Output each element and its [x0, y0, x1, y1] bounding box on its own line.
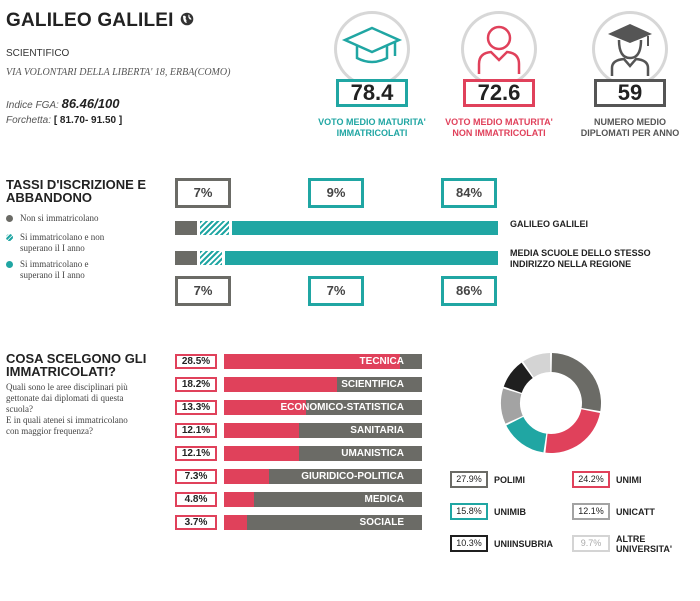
fga-range: Forchetta: [ 81.70- 91.50 ] — [6, 115, 122, 126]
category-bar: TECNICA — [224, 354, 422, 369]
school-name: GALILEO GALILEI — [6, 10, 174, 31]
category-pct: 12.1% — [175, 423, 217, 438]
pct-box-not-enrolled: 7% — [175, 178, 231, 208]
school-address: VIA VOLONTARI DELLA LIBERTA' 18, ERBA(CO… — [6, 67, 231, 78]
category-bar: SCIENTIFICA — [224, 377, 422, 392]
category-name: GIURIDICO-POLITICA — [301, 471, 404, 482]
pct-box-dropout-region: 7% — [308, 276, 364, 306]
category-bar: MEDICA — [224, 492, 422, 507]
category-bar-fill — [224, 469, 270, 484]
category-name: TECNICA — [359, 356, 404, 367]
stacked-bar-region — [175, 251, 498, 265]
pct-box-pass: 84% — [441, 178, 497, 208]
category-bar: UMANISTICA — [224, 446, 422, 461]
bar-segment-not-enrolled — [175, 221, 198, 235]
university-pct: 15.8% — [450, 503, 488, 520]
category-bar-fill — [224, 423, 299, 438]
fga-value: 86.46/100 — [61, 96, 120, 111]
category-bar: ECONOMICO-STATISTICA — [224, 400, 422, 415]
university-name: UNIMI — [616, 475, 642, 485]
category-name: SCIENTIFICA — [341, 379, 404, 390]
legend-item: Non si immatricolano — [6, 213, 99, 224]
enrollment-title: TASSI D'ISCRIZIONE E ABBANDONO — [6, 177, 147, 205]
category-bar: SANITARIA — [224, 423, 422, 438]
legend-dot — [6, 261, 13, 268]
fga-index: Indice FGA: 86.46/100 — [6, 96, 119, 111]
category-pct: 3.7% — [175, 515, 217, 530]
category-bar-fill — [224, 515, 247, 530]
donut-slice — [551, 353, 601, 412]
category-pct: 7.3% — [175, 469, 217, 484]
bar-label-school: GALILEO GALILEI — [510, 219, 588, 229]
donut-slice — [523, 353, 551, 378]
pct-box-pass-region: 86% — [441, 276, 497, 306]
university-pct: 9.7% — [572, 535, 610, 552]
bar-segment-pass — [225, 251, 498, 265]
university-pct: 27.9% — [450, 471, 488, 488]
choices-question: Quali sono le aree disciplinari più gett… — [6, 382, 128, 436]
category-bar-fill — [224, 492, 254, 507]
category-bar-fill — [224, 377, 337, 392]
stat-label: NUMERO MEDIO DIPLOMATI PER ANNO — [580, 117, 680, 138]
category-pct: 18.2% — [175, 377, 217, 392]
stat-label: VOTO MEDIO MATURITA' NON IMMATRICOLATI — [445, 117, 553, 138]
university-pct: 12.1% — [572, 503, 610, 520]
stat-value: 59 — [594, 79, 666, 107]
university-name: UNICATT — [616, 507, 655, 517]
graduate-person-icon — [608, 24, 652, 76]
legend-item: Si immatricolano e superano il I anno — [6, 259, 88, 281]
pct-box-dropout: 9% — [308, 178, 364, 208]
choices-title: COSA SCELGONO GLI IMMATRICOLATI? — [6, 351, 147, 379]
bar-segment-dropout — [200, 251, 223, 265]
category-pct: 4.8% — [175, 492, 217, 507]
bar-segment-dropout — [200, 221, 229, 235]
university-name: ALTRE UNIVERSITA' — [616, 534, 672, 554]
category-bar-fill — [224, 446, 299, 461]
fga-label: Indice FGA: — [6, 100, 59, 111]
bar-segment-not-enrolled — [175, 251, 198, 265]
donut-slice — [501, 388, 523, 424]
globe-icon[interactable] — [180, 12, 194, 26]
university-pct: 24.2% — [572, 471, 610, 488]
stat-label: VOTO MEDIO MATURITA' IMMATRICOLATI — [318, 117, 426, 138]
category-pct: 12.1% — [175, 446, 217, 461]
category-name: SOCIALE — [359, 517, 404, 528]
category-bar: GIURIDICO-POLITICA — [224, 469, 422, 484]
range-value: [ 81.70- 91.50 ] — [53, 115, 123, 126]
legend-item: Si immatricolano e non superano il I ann… — [6, 232, 104, 254]
school-type: SCIENTIFICO — [6, 48, 70, 59]
person-icon — [477, 25, 521, 74]
legend-dot — [6, 215, 13, 222]
pct-box-not-enrolled-region: 7% — [175, 276, 231, 306]
bar-segment-pass — [231, 221, 498, 235]
category-name: SANITARIA — [350, 425, 404, 436]
category-bar: SOCIALE — [224, 515, 422, 530]
bar-label-region: MEDIA SCUOLE DELLO STESSO INDIRIZZO NELLA… — [510, 248, 651, 269]
category-bar-fill — [224, 400, 307, 415]
category-pct: 28.5% — [175, 354, 217, 369]
stat-value: 72.6 — [463, 79, 535, 107]
category-pct: 13.3% — [175, 400, 217, 415]
university-donut-chart — [501, 353, 601, 453]
university-pct: 10.3% — [450, 535, 488, 552]
category-bar-fill — [224, 354, 401, 369]
university-name: UNIMIB — [494, 507, 526, 517]
donut-slice — [545, 409, 600, 453]
legend-dot-hatched — [6, 234, 13, 241]
donut-slice — [503, 362, 533, 393]
stacked-bar-school — [175, 221, 498, 235]
range-label: Forchetta: — [6, 115, 52, 126]
category-name: ECONOMICO-STATISTICA — [280, 402, 404, 413]
category-name: UMANISTICA — [341, 448, 404, 459]
university-name: POLIMI — [494, 475, 525, 485]
university-name: UNIINSUBRIA — [494, 539, 554, 549]
category-name: MEDICA — [364, 494, 404, 505]
stat-value: 78.4 — [336, 79, 408, 107]
graduation-cap-icon — [341, 26, 403, 64]
donut-slice — [506, 416, 547, 453]
